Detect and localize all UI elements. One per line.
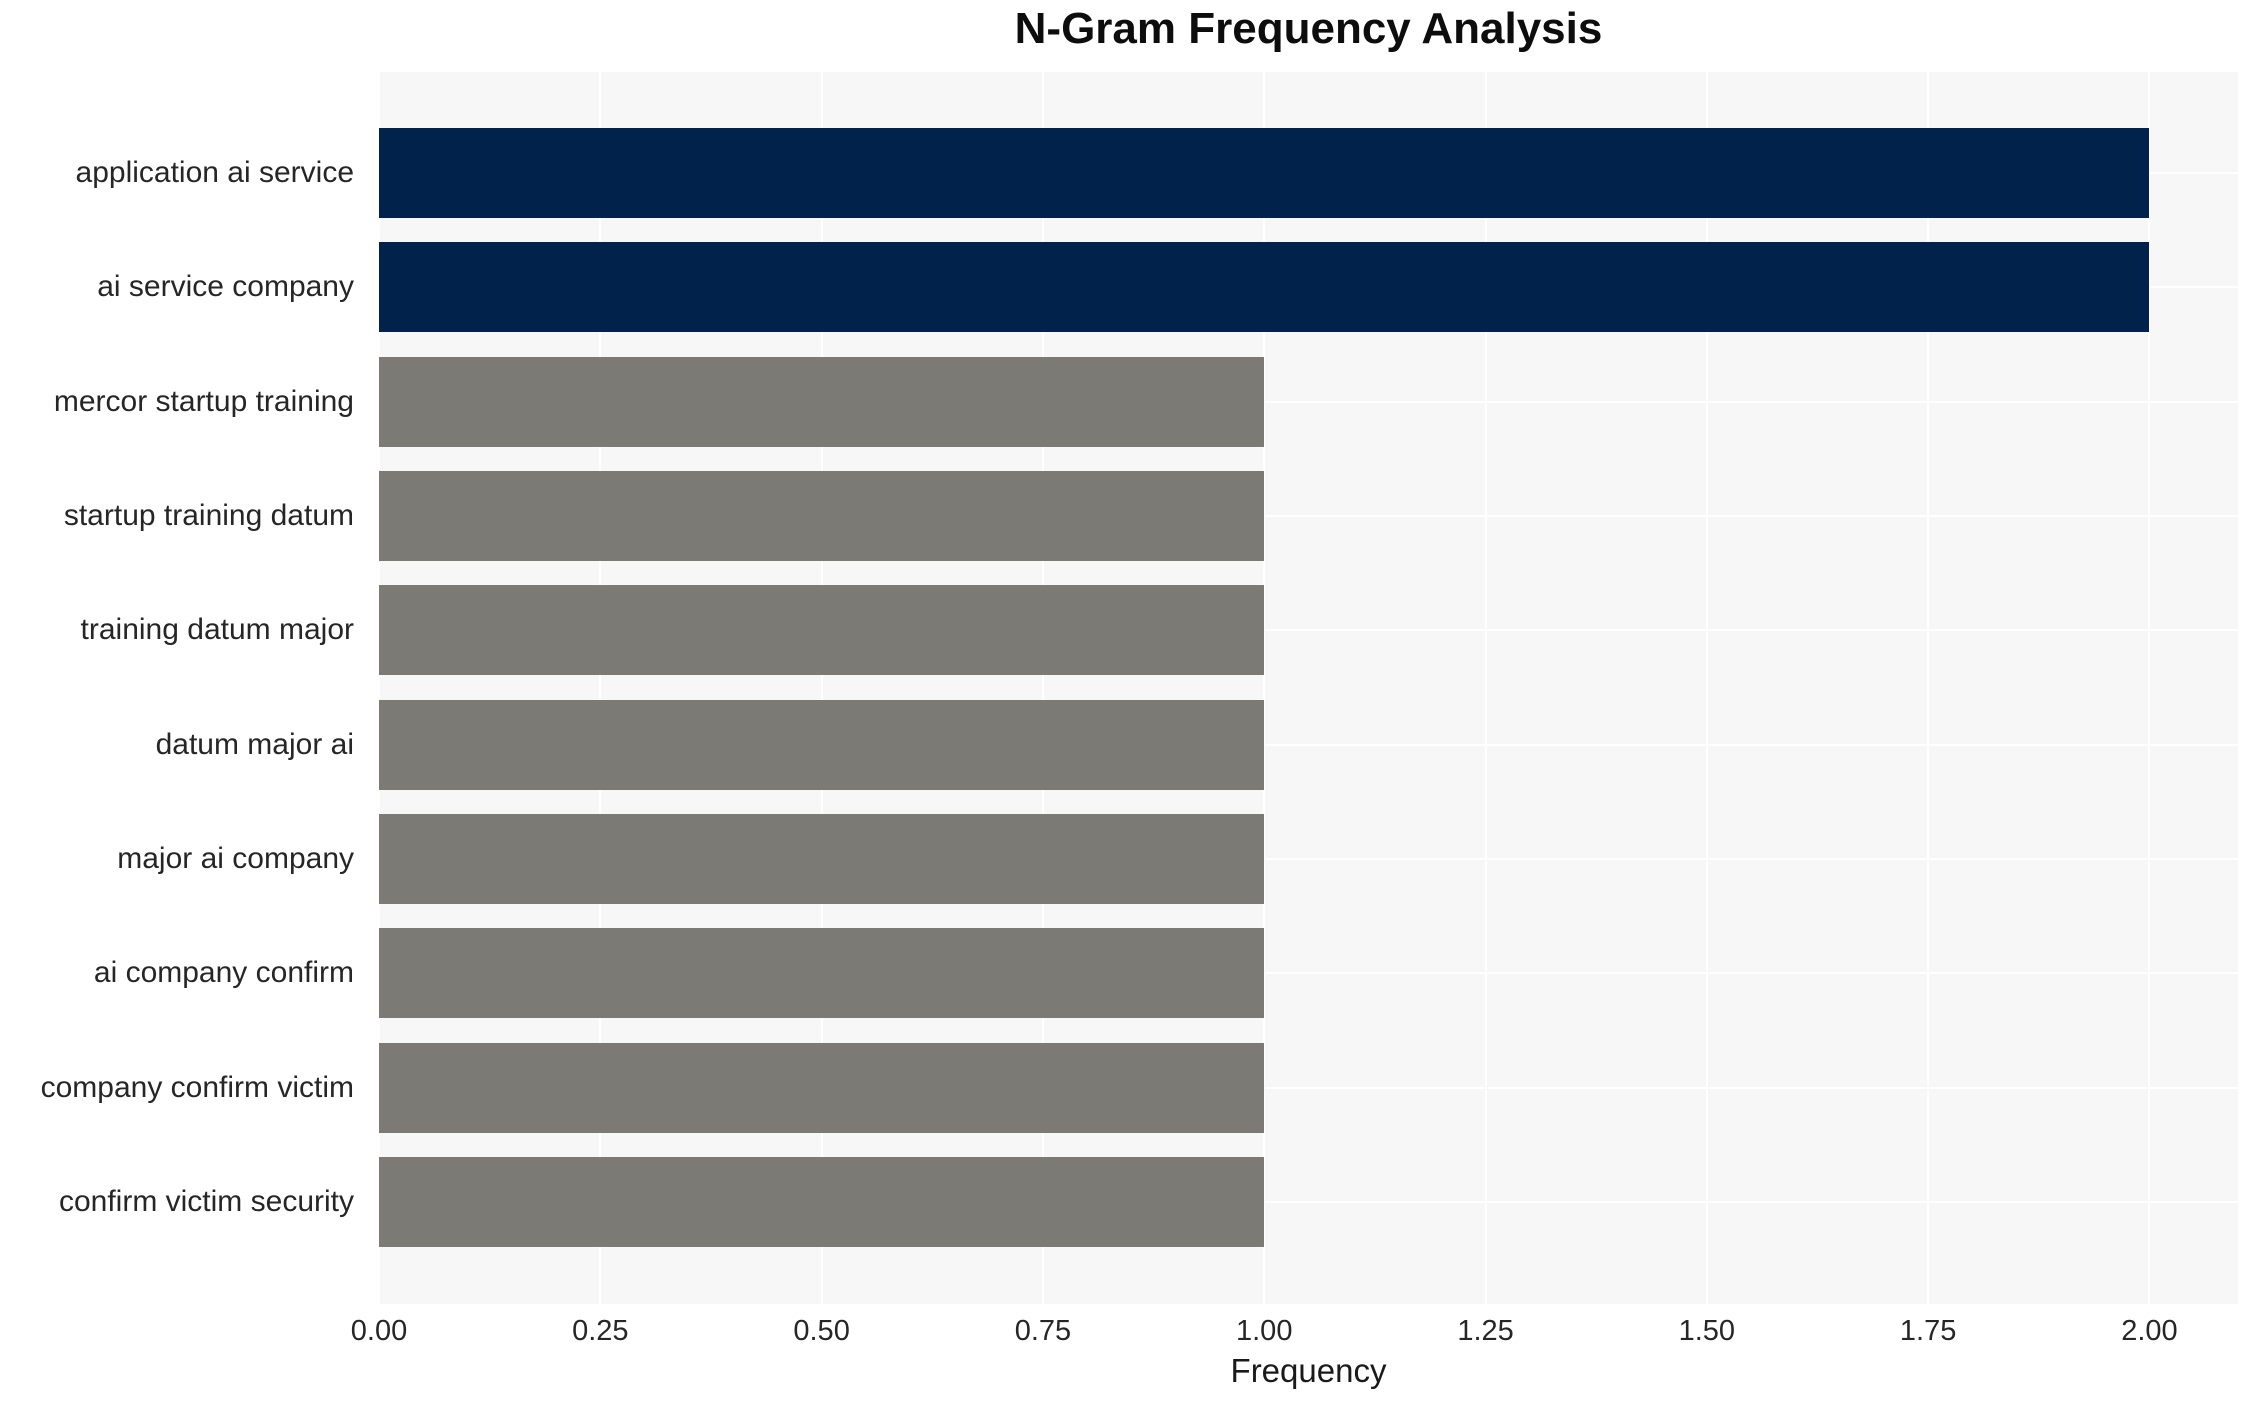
bar [379,813,1265,904]
chart-title: N-Gram Frequency Analysis [1014,4,1603,53]
bar [379,1042,1265,1133]
x-axis-title: Frequency [1230,1352,1387,1389]
gridline-horizontal [379,857,2238,860]
y-tick-label: ai service company [97,270,354,304]
x-tick-label: 0.25 [572,1315,629,1347]
gridline-vertical [378,72,380,1304]
y-tick-label: company confirm victim [40,1070,354,1104]
y-tick-label: major ai company [117,841,354,875]
bar [379,1156,1265,1247]
gridline-horizontal [379,400,2238,403]
y-tick-label: application ai service [75,156,354,189]
x-tick-label: 0.75 [1014,1315,1072,1347]
gridline-vertical [1041,72,1044,1304]
gridline-horizontal [379,514,2238,517]
gridline-horizontal [379,743,2238,746]
gridline-horizontal [379,629,2238,632]
gridline-vertical [1927,72,1930,1304]
y-axis: application ai service ai service company… [0,72,366,1304]
y-tick-label: ai company confirm [93,956,354,990]
gridline-vertical [2148,72,2151,1304]
y-tick-label: startup training datum [63,498,354,532]
x-tick-label: 0.00 [350,1315,408,1347]
gridline-vertical [820,72,823,1304]
bar [379,356,1265,447]
gridline-vertical [1484,72,1487,1304]
bar [379,585,1265,676]
x-tick-label: 1.50 [1678,1315,1736,1347]
gridline-vertical [1705,72,1708,1304]
plot-area [378,72,2238,1304]
y-tick-label: training datum major [80,613,354,647]
bar [379,928,1265,1019]
bar [379,470,1265,561]
gridline-vertical [1263,72,1266,1304]
gridline-horizontal [379,1086,2238,1089]
y-tick-label: mercor startup training [53,384,354,418]
x-tick-label: 1.00 [1236,1315,1293,1347]
bar [379,128,2150,218]
x-tick-label: 1.25 [1457,1315,1514,1347]
gridline-horizontal [379,1200,2238,1203]
x-tick-label: 2.00 [2121,1315,2178,1347]
x-tick-label: 0.50 [793,1315,850,1347]
y-tick-label: confirm victim security [58,1184,354,1218]
bar [379,242,2150,333]
y-tick-label: datum major ai [155,727,354,761]
x-tick-label: 1.75 [1899,1315,1957,1347]
gridline-vertical [599,72,602,1304]
gridline-horizontal [379,972,2238,975]
bar [379,699,1265,790]
